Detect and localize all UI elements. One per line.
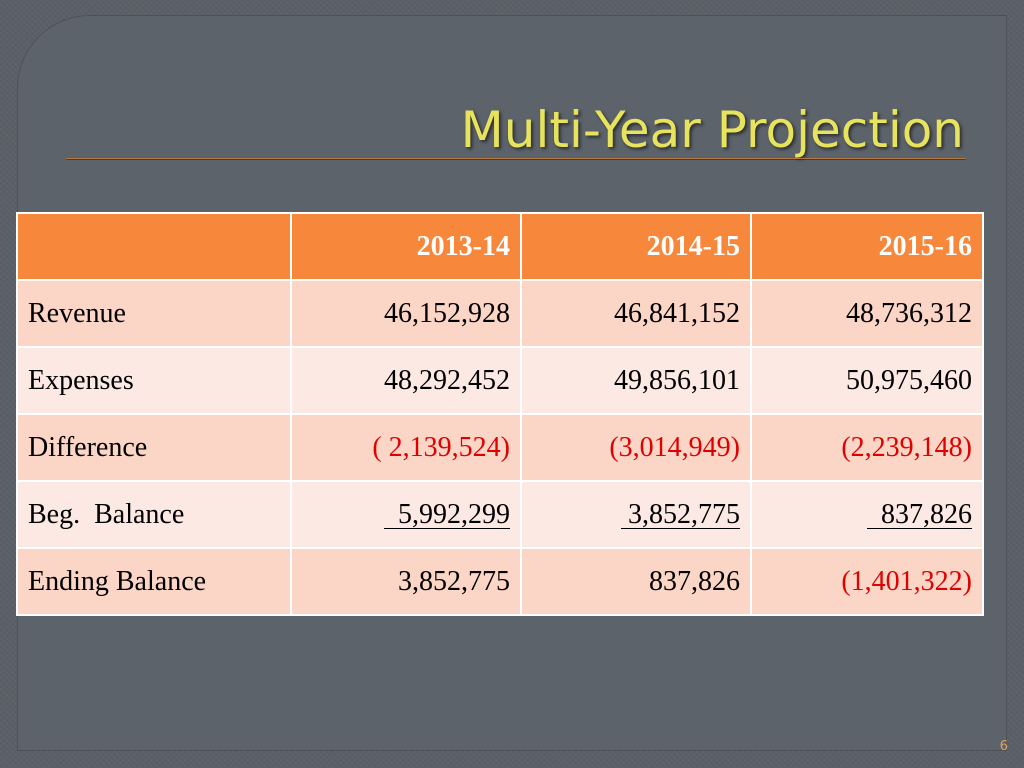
slide-title: Multi-Year Projection bbox=[460, 101, 964, 159]
table-cell: 46,152,928 bbox=[290, 279, 522, 348]
table-cell: 837,826 bbox=[520, 547, 752, 616]
row-label: Expenses bbox=[16, 346, 292, 415]
table-cell-negative: ( 2,139,524) bbox=[290, 413, 522, 482]
projection-table: 2013-14 2014-15 2015-16 Revenue 46,152,9… bbox=[16, 212, 984, 616]
header-cell-2014-15: 2014-15 bbox=[520, 212, 752, 281]
table-row-revenue: Revenue 46,152,928 46,841,152 48,736,312 bbox=[16, 279, 984, 348]
header-cell-2013-14: 2013-14 bbox=[290, 212, 522, 281]
table-row-expenses: Expenses 48,292,452 49,856,101 50,975,46… bbox=[16, 346, 984, 415]
table-cell: 48,736,312 bbox=[750, 279, 984, 348]
header-cell-2015-16: 2015-16 bbox=[750, 212, 984, 281]
table-cell-negative: (3,014,949) bbox=[520, 413, 752, 482]
table-row-beg-balance: Beg. Balance 5,992,299 3,852,775 837,826 bbox=[16, 480, 984, 549]
table-cell-negative: (2,239,148) bbox=[750, 413, 984, 482]
table-cell-negative: (1,401,322) bbox=[750, 547, 984, 616]
cell-value: 5,992,299 bbox=[398, 498, 510, 530]
table-cell: 3,852,775 bbox=[290, 547, 522, 616]
table-row-ending-balance: Ending Balance 3,852,775 837,826 (1,401,… bbox=[16, 547, 984, 616]
row-label: Ending Balance bbox=[16, 547, 292, 616]
table-header-row: 2013-14 2014-15 2015-16 bbox=[16, 212, 984, 281]
row-label: Difference bbox=[16, 413, 292, 482]
table-cell: 48,292,452 bbox=[290, 346, 522, 415]
row-label: Revenue bbox=[16, 279, 292, 348]
table-cell-underlined: 5,992,299 bbox=[290, 480, 522, 549]
page-number: 6 bbox=[999, 739, 1008, 754]
table-row-difference: Difference ( 2,139,524) (3,014,949) (2,2… bbox=[16, 413, 984, 482]
table-cell-underlined: 837,826 bbox=[750, 480, 984, 549]
table-cell: 46,841,152 bbox=[520, 279, 752, 348]
header-cell-empty bbox=[16, 212, 292, 281]
cell-value: 3,852,775 bbox=[628, 498, 740, 530]
title-divider bbox=[66, 158, 966, 159]
cell-value: 837,826 bbox=[881, 498, 972, 530]
row-label: Beg. Balance bbox=[16, 480, 292, 549]
table-cell: 49,856,101 bbox=[520, 346, 752, 415]
table-cell: 50,975,460 bbox=[750, 346, 984, 415]
table-cell-underlined: 3,852,775 bbox=[520, 480, 752, 549]
